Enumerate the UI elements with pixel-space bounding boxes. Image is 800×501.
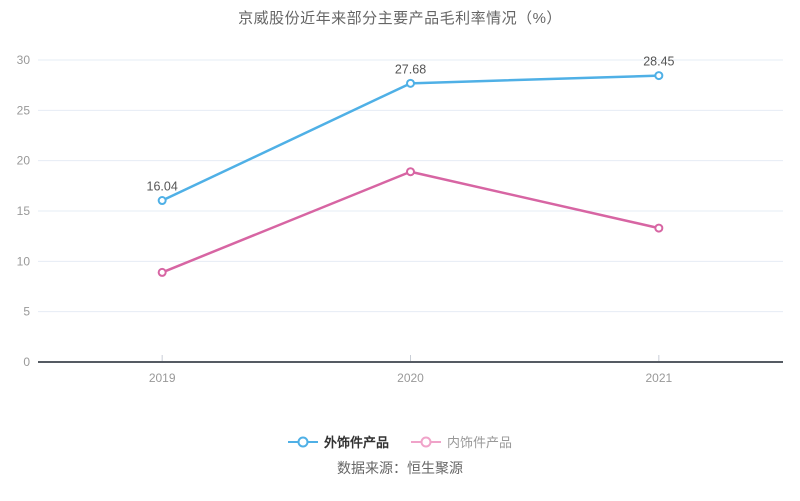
data-point-label: 28.45 [643,55,674,69]
data-point-label: 27.68 [395,62,426,76]
data-point[interactable] [654,223,664,233]
legend-item-interior-trim[interactable]: 内饰件产品 [411,432,512,451]
series-line-interior-trim [160,170,661,274]
data-point[interactable] [654,71,664,81]
source-note: 数据来源：恒生聚源 [337,460,463,476]
x-axis-tick-label: 2020 [397,371,424,385]
x-axis-tick-label: 2021 [645,371,672,385]
y-axis-tick-label: 25 [17,103,31,117]
legend-label-exterior-trim: 外饰件产品 [323,435,389,450]
plot-area: 0 5 10 15 20 25 30 2019 2020 2021 16.04 27.68 28.45 [17,53,783,385]
y-axis-tick-label: 0 [23,355,30,369]
legend-label-interior-trim: 内饰件产品 [447,435,513,450]
y-axis-tick-label: 15 [17,204,31,218]
legend: 外饰件产品 内饰件产品 [0,432,800,451]
x-axis-tick-label: 2019 [149,371,176,385]
series-line-exterior-trim [160,74,661,202]
data-point[interactable] [406,167,415,177]
data-point[interactable] [157,267,167,277]
chart-title: 京威股份近年来部分主要产品毛利率情况（%） [238,10,562,27]
data-point[interactable] [157,196,167,206]
legend-item-exterior-trim[interactable]: 外饰件产品 [287,432,389,451]
data-point[interactable] [406,78,415,88]
legend-marker-blue-icon [287,436,318,447]
data-point-label: 16.04 [147,180,178,194]
y-axis-tick-label: 10 [17,254,31,268]
y-axis-tick-label: 30 [17,53,31,67]
y-axis-tick-label: 20 [17,154,31,168]
legend-marker-pink-icon [411,436,441,447]
y-axis-tick-label: 5 [23,305,30,319]
